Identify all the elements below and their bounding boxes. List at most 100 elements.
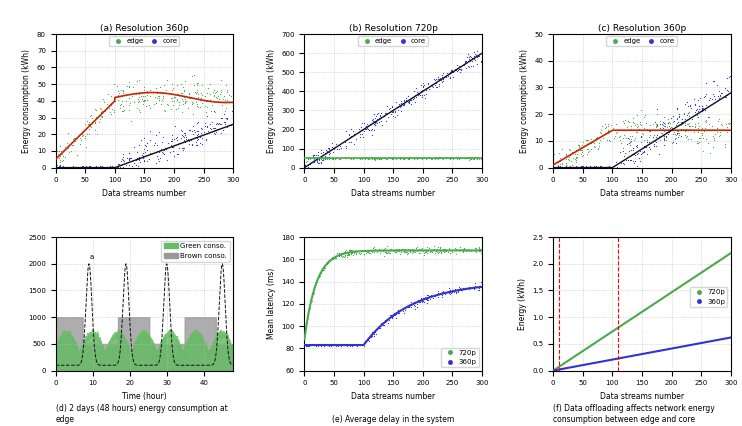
Point [139,143,151,150]
Point [424,248,436,255]
Point [374,112,386,118]
Point [676,115,688,122]
Point [131,77,143,84]
Point [437,155,449,162]
Point [105,164,117,171]
Point [444,284,456,291]
Point [307,154,319,161]
Point [369,121,381,128]
Point [467,284,479,291]
Point [344,247,356,253]
Point [459,58,470,65]
Point [576,164,588,171]
Point [453,283,464,290]
Point [566,161,578,168]
Point [696,125,708,132]
Point [96,164,108,170]
Point [134,156,145,163]
Point [367,249,378,256]
Point [582,164,594,171]
Point [414,299,426,305]
Point [692,138,703,145]
Point [610,121,622,127]
Point [307,157,319,164]
Point [376,154,388,161]
Point [127,92,139,99]
Point [309,342,321,349]
Point [106,100,118,106]
Point [447,289,459,296]
Point [312,152,324,159]
Point [358,127,370,134]
Point [664,125,676,132]
Point [211,126,223,133]
Point [459,285,471,292]
Point [451,155,463,162]
Point [462,247,473,253]
Point [426,247,438,253]
Point [554,157,566,164]
Point [399,306,411,313]
Point [711,124,723,131]
Point [106,164,118,170]
Point [693,138,705,145]
Point [105,92,117,99]
Point [302,155,314,162]
Point [677,126,689,132]
Point [301,342,312,349]
Point [342,251,354,258]
Point [397,100,409,106]
Point [466,55,478,61]
Point [603,164,615,171]
Point [131,154,142,161]
Point [610,164,622,171]
Point [153,96,165,103]
Point [350,250,362,257]
Point [313,155,325,162]
Point [429,249,441,256]
Point [463,56,475,63]
Point [183,95,194,102]
Point [335,249,347,256]
Point [390,309,402,316]
Point [398,155,410,162]
Point [662,130,674,137]
Point [455,155,467,161]
Point [464,57,476,64]
Point [404,155,416,162]
Point [301,341,313,348]
Point [151,152,162,159]
Point [444,155,456,161]
Point [318,342,329,348]
Point [419,247,431,253]
Point [692,96,703,103]
Point [567,163,579,170]
Point [576,163,588,170]
Point [472,52,484,59]
Point [417,155,429,161]
Point [59,144,70,150]
Point [315,154,326,161]
Point [405,155,417,162]
Point [650,133,662,140]
Point [680,126,692,132]
Point [585,139,597,146]
Point [600,164,611,171]
Point [452,67,464,74]
Point [450,290,462,296]
Point [369,127,381,133]
Point [401,304,413,311]
Point [473,286,485,293]
Point [609,133,621,140]
Point [421,155,433,161]
Point [76,130,88,137]
Point [392,104,404,111]
Point [137,153,148,160]
Point [66,141,78,148]
Point [95,164,107,170]
Point [341,128,352,135]
Point [131,149,143,155]
Point [99,164,111,170]
Point [685,136,697,143]
Point [203,125,215,132]
